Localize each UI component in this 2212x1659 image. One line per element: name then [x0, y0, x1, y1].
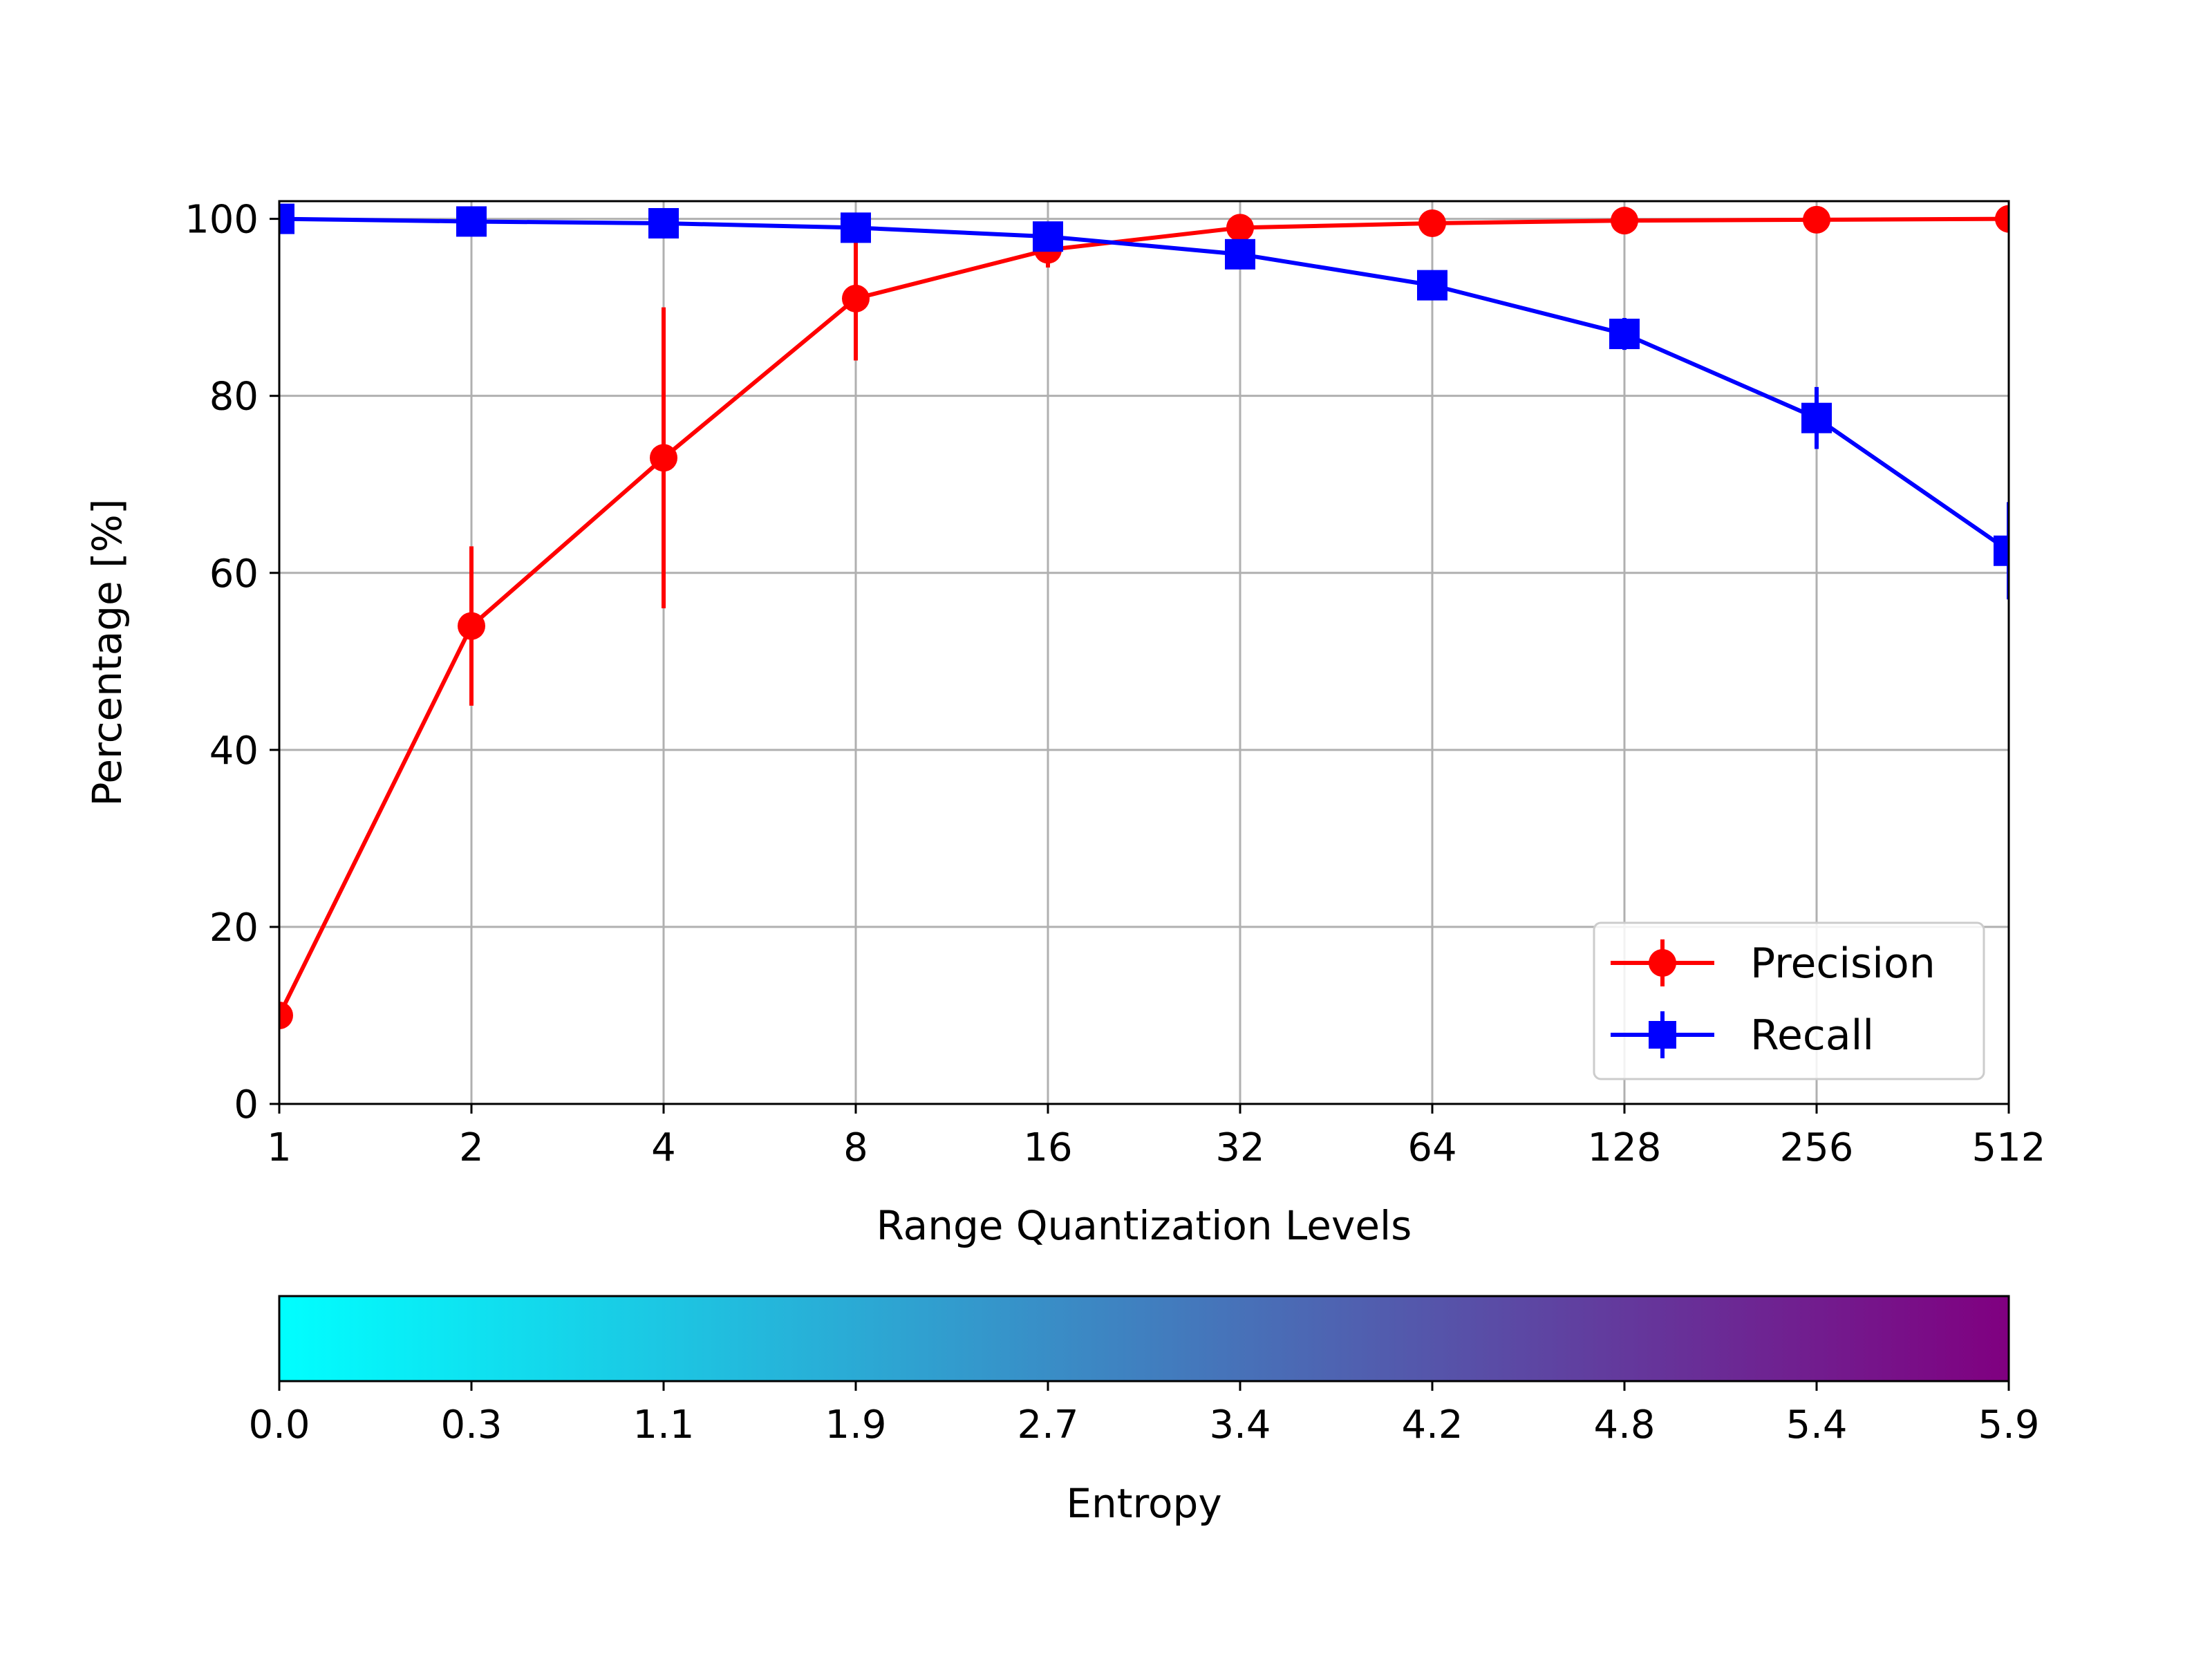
data-point-precision: [279, 1001, 293, 1029]
data-point-precision: [1611, 207, 1638, 235]
x-axis-title: Range Quantization Levels: [877, 1202, 1412, 1249]
data-point-precision: [1226, 214, 1254, 242]
x-axis-ticks: 1 2 4 8 16 32 64 128 256 512: [267, 1104, 2045, 1170]
x-tick-label: 2: [459, 1125, 484, 1170]
x-tick-label: 4: [651, 1125, 676, 1170]
colorbar-tick-label: 5.9: [1978, 1403, 2039, 1447]
x-tick-label: 512: [1972, 1125, 2046, 1170]
colorbar-tick-label: 2.7: [1017, 1403, 1078, 1447]
data-point-recall: [1225, 238, 1255, 270]
y-tick-label: 100: [185, 198, 259, 243]
data-point-recall: [841, 212, 871, 243]
colorbar-tick-label: 4.2: [1401, 1403, 1463, 1447]
legend-marker-recall: [1649, 1021, 1676, 1049]
y-axis-ticks: 0 20 40 60 80 100: [185, 198, 279, 1127]
y-tick-label: 20: [209, 906, 259, 950]
data-point-precision: [1418, 209, 1446, 238]
data-point-recall: [1609, 319, 1640, 350]
colorbar-tick-label: 3.4: [1209, 1403, 1271, 1447]
y-tick-label: 80: [209, 375, 259, 420]
colorbar-tick-label: 1.1: [632, 1403, 694, 1447]
colorbar-tick-label: 5.4: [1785, 1403, 1847, 1447]
data-point-recall: [279, 203, 294, 234]
x-tick-label: 128: [1588, 1125, 1662, 1170]
data-point-recall: [1033, 221, 1063, 252]
legend-label-precision: Precision: [1750, 939, 1936, 988]
legend: Precision Recall: [1593, 921, 1985, 1080]
colorbar-tick-label: 1.9: [825, 1403, 886, 1447]
series-recall: [279, 203, 2009, 600]
plot-frame: [278, 200, 2010, 1105]
data-point-precision: [1995, 205, 2009, 233]
colorbar-tick-label: 4.8: [1593, 1403, 1655, 1447]
series-clip-group: [279, 203, 2009, 1029]
legend-marker-precision: [1649, 949, 1676, 977]
data-point-precision: [458, 612, 485, 640]
x-tick-label: 16: [1023, 1125, 1072, 1170]
data-point-recall: [1801, 402, 1832, 433]
x-tick-label: 1: [267, 1125, 292, 1170]
series-line-recall: [279, 216, 2009, 553]
series-line-precision: [279, 216, 2009, 1017]
y-tick-label: 60: [209, 552, 259, 597]
y-tick-label: 0: [234, 1082, 259, 1127]
data-point-precision: [650, 444, 677, 472]
legend-entry-recall: Recall: [1611, 1011, 1874, 1060]
x-tick-label: 256: [1780, 1125, 1854, 1170]
data-point-recall: [456, 206, 487, 237]
data-point-precision: [1803, 205, 1830, 234]
data-point-recall: [648, 208, 679, 239]
legend-label-recall: Recall: [1750, 1011, 1874, 1060]
data-point-recall: [1417, 270, 1447, 301]
series-precision: [279, 205, 2009, 1029]
colorbar-title: Entropy: [1066, 1480, 1221, 1527]
x-tick-label: 32: [1215, 1125, 1264, 1170]
y-tick-label: 40: [209, 729, 259, 774]
colorbar-gradient: [278, 1295, 2010, 1382]
colorbar-tick-label: 0.3: [440, 1403, 502, 1447]
series-layer: [279, 203, 2009, 1029]
y-axis-title: Percentage [%]: [84, 498, 131, 806]
x-tick-label: 8: [843, 1125, 868, 1170]
colorbar-ticks: 0.0 0.3 1.1 1.9 2.7 3.4 4.2 4.8 5.4 5.9: [248, 1381, 2040, 1447]
colorbar-tick-label: 0.0: [248, 1403, 310, 1447]
x-tick-label: 64: [1407, 1125, 1456, 1170]
colorbar: 0.0 0.3 1.1 1.9 2.7 3.4 4.2 4.8 5.4 5.9 Entropy: [248, 1295, 2040, 1527]
legend-entry-precision: Precision: [1611, 939, 1936, 988]
data-point-recall: [1994, 535, 2009, 566]
data-point-precision: [842, 284, 870, 312]
